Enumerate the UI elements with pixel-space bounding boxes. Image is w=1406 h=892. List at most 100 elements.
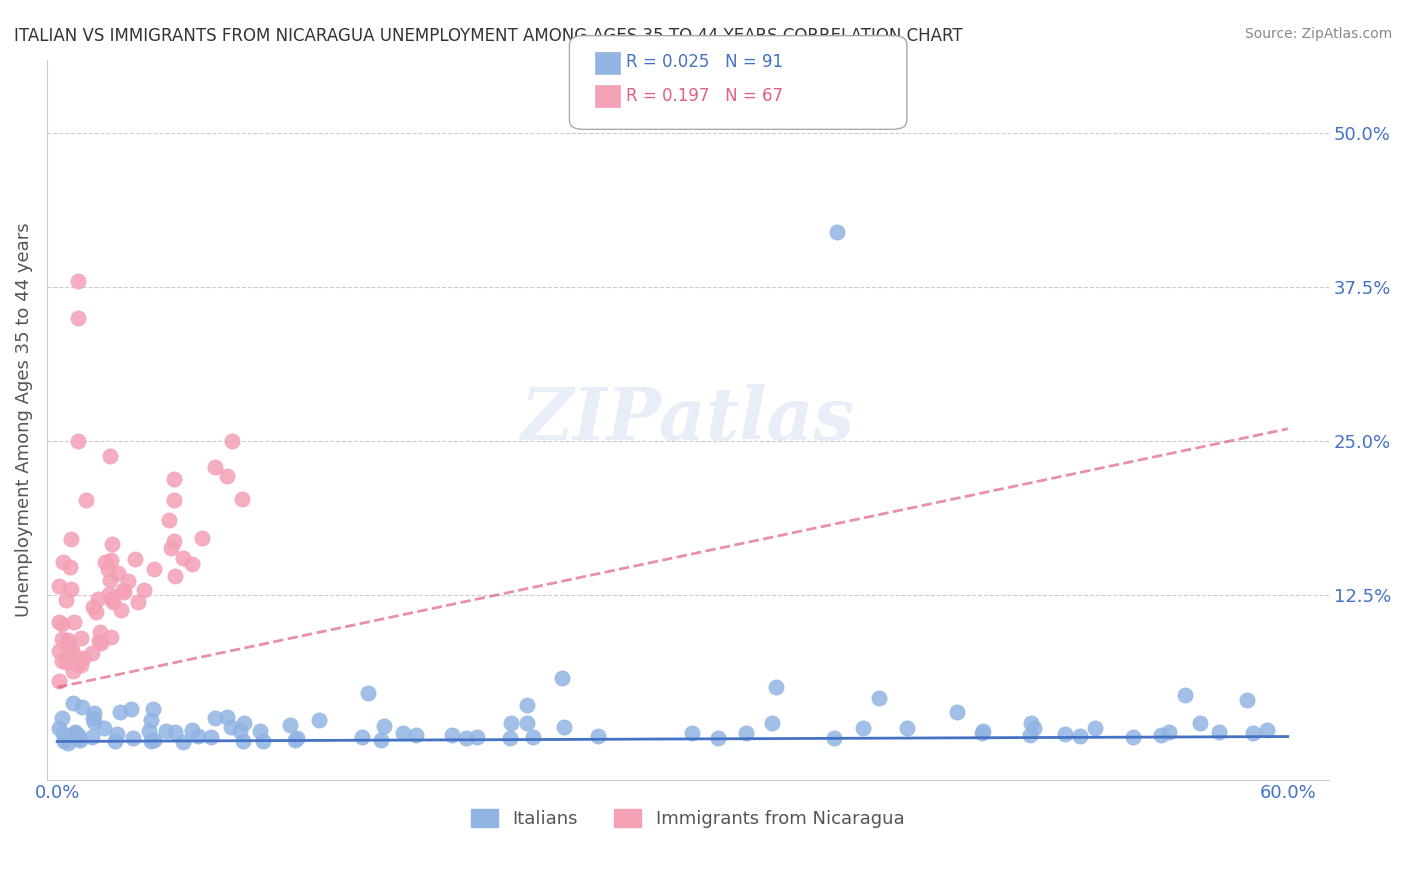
Point	[66, 311, 89, 326]
Point	[280, 718, 302, 732]
Point	[107, 566, 129, 581]
Point	[63, 615, 86, 629]
Point	[165, 724, 187, 739]
Point	[823, 731, 845, 746]
Point	[141, 733, 163, 747]
Point	[59, 560, 82, 574]
Point	[1188, 716, 1211, 731]
Text: R = 0.197   N = 67: R = 0.197 N = 67	[626, 87, 783, 105]
Point	[765, 680, 787, 694]
Point	[67, 653, 90, 667]
Point	[98, 573, 121, 587]
Point	[82, 731, 104, 745]
Point	[62, 642, 84, 657]
Point	[215, 709, 238, 723]
Point	[308, 713, 330, 727]
Point	[60, 532, 83, 546]
Point	[75, 492, 97, 507]
Point	[52, 727, 75, 741]
Point	[454, 731, 477, 746]
Y-axis label: Unemployment Among Ages 35 to 44 years: Unemployment Among Ages 35 to 44 years	[15, 222, 32, 617]
Point	[1149, 728, 1171, 742]
Point	[60, 582, 83, 597]
Point	[51, 711, 73, 725]
Point	[946, 705, 969, 719]
Point	[163, 533, 186, 548]
Point	[56, 735, 79, 749]
Point	[761, 715, 783, 730]
Point	[138, 723, 160, 738]
Point	[373, 719, 395, 733]
Point	[1256, 723, 1278, 738]
Point	[69, 657, 91, 672]
Point	[63, 725, 86, 739]
Point	[143, 562, 166, 576]
Point	[499, 731, 522, 745]
Point	[100, 553, 122, 567]
Point	[108, 705, 131, 719]
Point	[97, 562, 120, 576]
Point	[112, 584, 135, 599]
Point	[249, 724, 271, 739]
Point	[825, 225, 848, 239]
Point	[522, 730, 544, 744]
Point	[53, 734, 76, 748]
Point	[357, 686, 380, 700]
Point	[232, 715, 254, 730]
Text: Source: ZipAtlas.com: Source: ZipAtlas.com	[1244, 27, 1392, 41]
Point	[122, 731, 145, 746]
Point	[1174, 688, 1197, 702]
Point	[111, 582, 134, 597]
Point	[1122, 731, 1144, 745]
Point	[97, 587, 120, 601]
Point	[970, 725, 993, 739]
Point	[117, 574, 139, 589]
Point	[163, 472, 186, 486]
Point	[501, 715, 523, 730]
Point	[868, 690, 890, 705]
Point	[204, 711, 226, 725]
Point	[1083, 721, 1105, 735]
Point	[124, 551, 146, 566]
Point	[56, 635, 79, 649]
Point	[89, 624, 111, 639]
Point	[60, 645, 83, 659]
Point	[586, 729, 609, 743]
Point	[143, 732, 166, 747]
Point	[82, 711, 104, 725]
Point	[157, 513, 180, 527]
Point	[65, 730, 87, 744]
Point	[134, 583, 156, 598]
Point	[972, 724, 994, 739]
Point	[852, 721, 875, 735]
Point	[51, 654, 73, 668]
Point	[63, 724, 86, 739]
Point	[120, 702, 142, 716]
Point	[735, 725, 758, 739]
Point	[62, 664, 84, 678]
Point	[142, 702, 165, 716]
Point	[204, 460, 226, 475]
Point	[181, 723, 204, 737]
Point	[93, 721, 115, 735]
Point	[200, 730, 222, 744]
Point	[139, 714, 162, 728]
Point	[101, 592, 124, 607]
Point	[516, 698, 538, 713]
Point	[231, 491, 253, 506]
Point	[101, 595, 124, 609]
Point	[553, 720, 575, 734]
Point	[1208, 724, 1230, 739]
Point	[896, 721, 918, 735]
Point	[1019, 716, 1042, 731]
Point	[87, 591, 110, 606]
Point	[105, 727, 128, 741]
Point	[69, 732, 91, 747]
Point	[87, 633, 110, 648]
Point	[66, 274, 89, 288]
Point	[80, 646, 103, 660]
Point	[405, 728, 427, 742]
Point	[66, 731, 89, 746]
Point	[391, 726, 413, 740]
Point	[104, 734, 127, 748]
